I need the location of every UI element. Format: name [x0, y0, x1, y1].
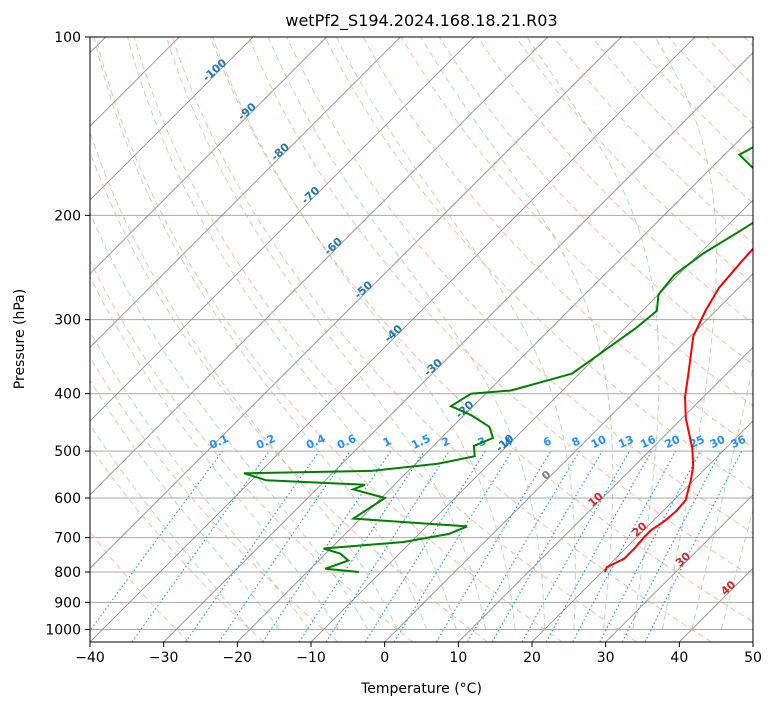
- y-axis-label: Pressure (hPa): [12, 289, 28, 389]
- x-axis-label: Temperature (°C): [360, 681, 482, 697]
- x-tick-label: 30: [597, 650, 615, 666]
- x-tick-label: 0: [380, 650, 389, 666]
- y-tick-label: 300: [54, 313, 81, 329]
- y-tick-label: 1000: [45, 622, 81, 638]
- x-tick-label: −20: [223, 650, 253, 666]
- y-tick-label: 200: [54, 208, 81, 224]
- x-tick-label: −10: [296, 650, 326, 666]
- x-tick-label: 50: [744, 650, 762, 666]
- y-tick-label: 600: [54, 491, 81, 507]
- x-tick-label: −40: [75, 650, 105, 666]
- y-tick-label: 800: [54, 565, 81, 581]
- x-tick-label: −30: [149, 650, 179, 666]
- y-tick-label: 700: [54, 531, 81, 547]
- chart-title: wetPf2_S194.2024.168.18.21.R03: [285, 11, 557, 31]
- x-tick-label: 10: [449, 650, 467, 666]
- x-tick-label: 40: [670, 650, 688, 666]
- x-tick-label: 20: [523, 650, 541, 666]
- y-tick-label: 500: [54, 444, 81, 460]
- y-tick-label: 100: [54, 30, 81, 46]
- y-tick-label: 400: [54, 387, 81, 403]
- y-tick-label: 900: [54, 595, 81, 611]
